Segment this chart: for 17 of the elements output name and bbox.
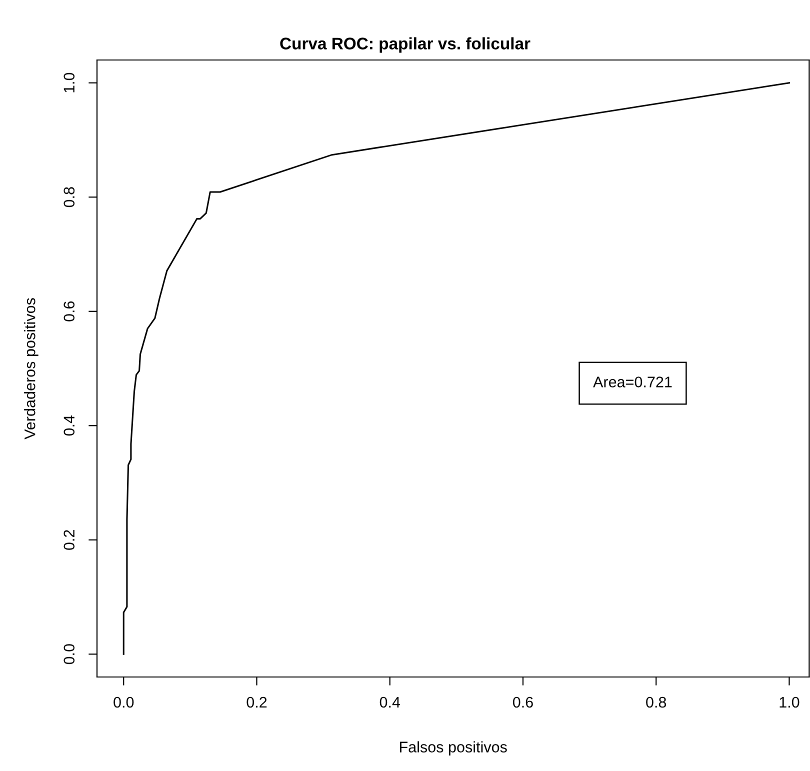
- x-tick-label: 0.6: [512, 696, 533, 708]
- y-tick-label: 1.0: [64, 72, 75, 92]
- x-tick-label: 0.2: [246, 696, 267, 708]
- annotation: Area=0.721: [593, 376, 672, 388]
- y-tick-label: 0.0: [64, 644, 75, 664]
- chart-title: Curva ROC: papilar vs. folicular: [280, 37, 530, 53]
- x-tick-label: 0.8: [646, 696, 666, 708]
- y-axis-title: Verdaderos positivos: [24, 298, 38, 440]
- line-series: [122, 82, 790, 655]
- y-tick-label: 0.8: [64, 187, 75, 208]
- x-tick-label: 0.0: [114, 696, 134, 708]
- x-axis-title: Falsos positivos: [400, 741, 507, 756]
- y-tick-label: 0.2: [64, 530, 75, 550]
- x-tick-label: 0.4: [380, 696, 400, 708]
- y-tick-label: 0.6: [64, 301, 75, 322]
- x-tick-label: 1.0: [780, 696, 800, 708]
- y-tick-label: 0.4: [64, 415, 75, 436]
